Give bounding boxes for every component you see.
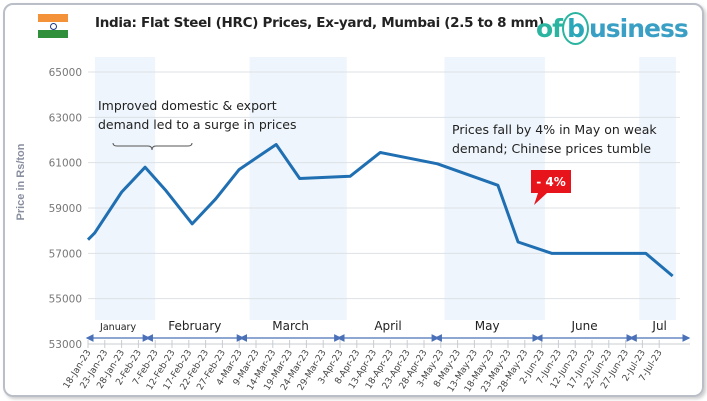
card-frame — [3, 3, 704, 397]
month-label: Jul — [651, 319, 666, 333]
month-band — [444, 57, 545, 320]
annotation-surge: Improved domestic & export — [98, 98, 277, 113]
y-tick-label: 63000 — [49, 112, 82, 124]
month-label: April — [374, 319, 401, 333]
annotation-surge: demand led to a surge in prices — [98, 117, 296, 132]
month-label: March — [272, 319, 309, 333]
brace-icon — [112, 142, 193, 151]
callout-badge — [531, 170, 571, 205]
y-tick-label: 55000 — [49, 294, 82, 306]
y-tick-label: 53000 — [49, 339, 82, 351]
month-label: May — [475, 319, 500, 333]
annotation-may-fall: demand; Chinese prices tumble — [452, 141, 651, 156]
price-line — [86, 143, 674, 278]
chart-title: India: Flat Steel (HRC) Prices, Ex-yard,… — [95, 15, 545, 31]
india-flag-icon — [38, 14, 68, 38]
month-label: January — [99, 322, 136, 333]
month-band — [249, 57, 347, 320]
y-tick-label: 65000 — [49, 67, 82, 79]
callout-badge-label: - 4% — [536, 175, 566, 189]
ofbusiness-logo: of b usiness — [536, 12, 689, 45]
y-tick-label: 61000 — [49, 158, 82, 170]
month-label: February — [168, 319, 221, 333]
annotation-may-fall: Prices fall by 4% in May on weak — [452, 122, 657, 137]
y-tick-label: 57000 — [49, 248, 82, 260]
y-axis-title: Price in Rs/ton — [15, 143, 27, 220]
y-tick-label: 59000 — [49, 203, 82, 215]
month-label: June — [571, 319, 598, 333]
month-band — [639, 57, 676, 320]
